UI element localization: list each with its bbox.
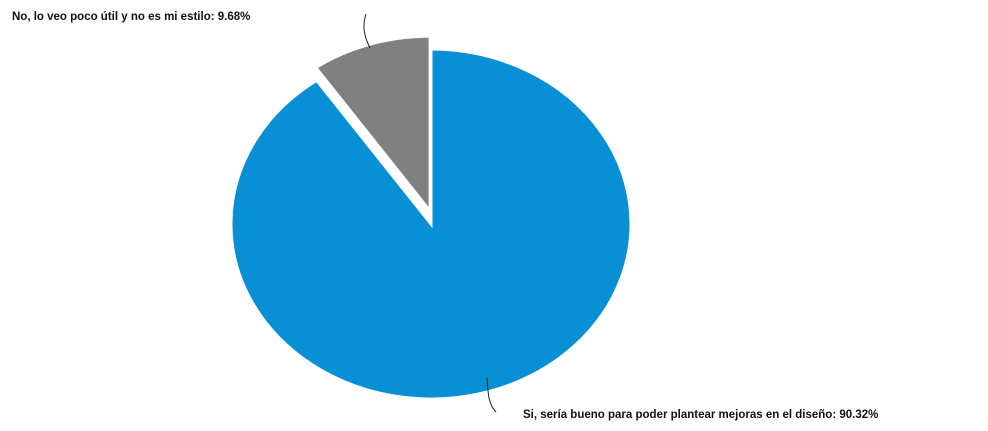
pie-slice-no bbox=[313, 34, 432, 216]
pie-slice-si bbox=[229, 47, 633, 401]
slices-group bbox=[229, 34, 633, 401]
slice-label-si: Si, sería bueno para poder plantear mejo… bbox=[523, 409, 878, 421]
leader-line-si bbox=[486, 377, 497, 413]
leader-line-no bbox=[363, 13, 371, 49]
slice-label-no: No, lo veo poco útil y no es mi estilo: … bbox=[12, 11, 250, 23]
leader-lines-group bbox=[363, 13, 497, 413]
